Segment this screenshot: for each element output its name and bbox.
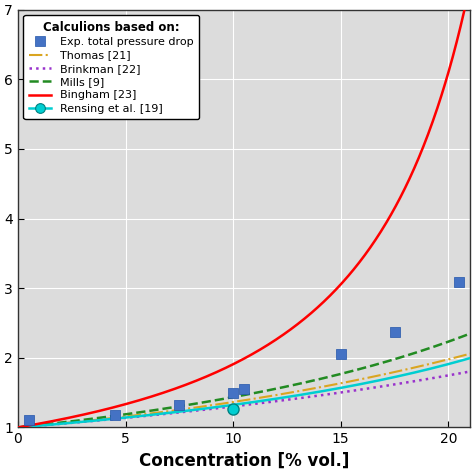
Point bbox=[229, 389, 237, 396]
X-axis label: Concentration [% vol.]: Concentration [% vol.] bbox=[139, 452, 349, 470]
Point bbox=[337, 350, 345, 357]
Point bbox=[175, 401, 183, 409]
Point bbox=[240, 385, 247, 393]
Point bbox=[111, 411, 118, 419]
Point bbox=[391, 328, 398, 336]
Point bbox=[25, 416, 32, 424]
Point bbox=[456, 278, 463, 286]
Legend: Exp. total pressure drop, Thomas [21], Brinkman [22], Mills [9], Bingham [23], R: Exp. total pressure drop, Thomas [21], B… bbox=[23, 15, 199, 119]
